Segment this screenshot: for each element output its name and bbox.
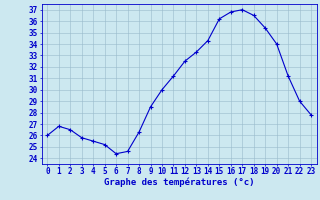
- X-axis label: Graphe des températures (°c): Graphe des températures (°c): [104, 178, 254, 187]
